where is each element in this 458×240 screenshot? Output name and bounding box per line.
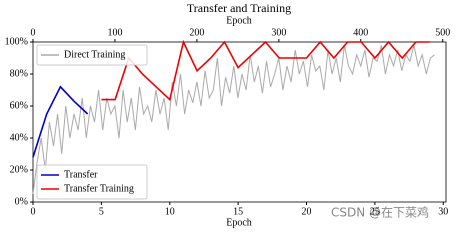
chart: Transfer and Training Epoch Epoch CSDN @… bbox=[5, 1, 451, 229]
legend-label: Transfer Training bbox=[64, 183, 134, 194]
y-tick-label: 80% bbox=[10, 68, 28, 79]
x-tick-label: 30 bbox=[438, 206, 448, 217]
x-tick-label: 5 bbox=[99, 206, 104, 217]
x2-tick-label: 100 bbox=[107, 27, 122, 38]
y-tick-label: 0% bbox=[15, 196, 28, 207]
legend-box bbox=[36, 44, 148, 66]
y-tick-label: 60% bbox=[10, 100, 28, 111]
x2-tick-label: 0 bbox=[31, 27, 36, 38]
legend-box bbox=[36, 164, 148, 200]
x2-tick-label: 400 bbox=[353, 27, 368, 38]
series-line bbox=[101, 39, 430, 102]
chart-title: Transfer and Training bbox=[187, 1, 291, 15]
x2-tick-label: 500 bbox=[435, 27, 450, 38]
legend-label: Direct Training bbox=[64, 49, 125, 60]
x-tick-label: 10 bbox=[165, 206, 175, 217]
x-axis-label: Epoch bbox=[226, 217, 252, 228]
watermark: CSDN @在下菜鸡 bbox=[331, 205, 429, 220]
y-tick-label: 100% bbox=[5, 36, 28, 47]
y-tick-label: 20% bbox=[10, 164, 28, 175]
x2-tick-label: 300 bbox=[271, 27, 286, 38]
legend-label: Transfer bbox=[64, 169, 98, 180]
x-tick-label: 25 bbox=[370, 206, 380, 217]
series-line bbox=[32, 45, 435, 195]
plot-frame bbox=[32, 41, 447, 203]
x-tick-label: 15 bbox=[233, 206, 243, 217]
x-tick-label: 0 bbox=[31, 206, 36, 217]
x2-axis-label: Epoch bbox=[226, 15, 252, 26]
series-line bbox=[32, 85, 89, 158]
x-tick-label: 20 bbox=[302, 206, 312, 217]
x2-tick-label: 200 bbox=[189, 27, 204, 38]
y-tick-label: 40% bbox=[10, 132, 28, 143]
